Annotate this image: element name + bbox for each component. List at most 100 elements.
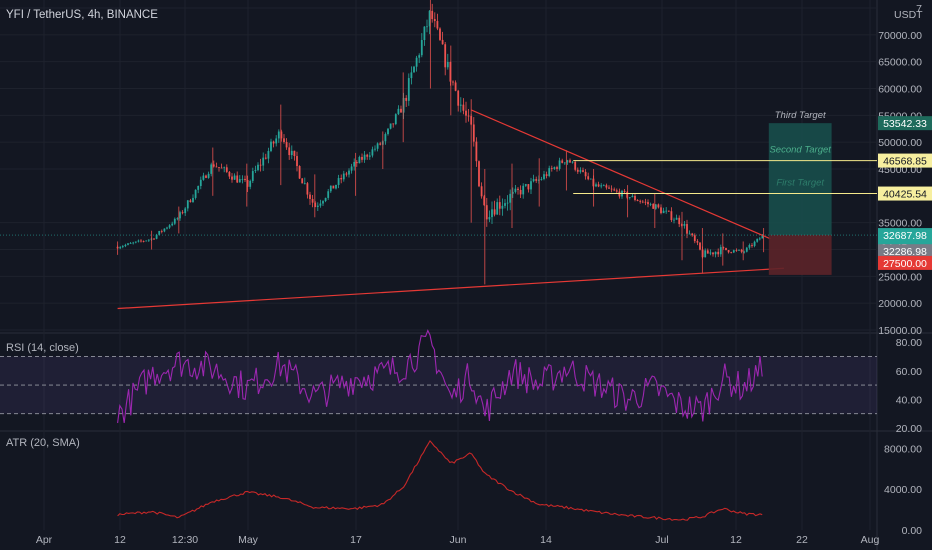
candle-body	[179, 212, 181, 219]
candle-body	[480, 186, 483, 197]
candle-body	[379, 143, 382, 145]
candle-body	[727, 250, 730, 253]
candle-body	[589, 178, 592, 180]
candle-body	[410, 72, 413, 79]
candle-body	[446, 62, 449, 68]
candle-body	[249, 180, 252, 187]
candle-body	[394, 114, 397, 125]
candle-body	[316, 205, 319, 207]
x-tick-label: 14	[540, 534, 552, 546]
candle-body	[675, 217, 678, 220]
candle-body	[348, 170, 350, 175]
candle-body	[366, 154, 369, 157]
candle-body	[350, 166, 353, 171]
candle-body	[462, 104, 465, 111]
target-price-tag	[878, 186, 932, 201]
candle-body	[514, 188, 517, 192]
target-annotation: Second Target	[769, 145, 831, 156]
currency-label: USDT	[894, 9, 923, 21]
candle-body	[745, 247, 748, 252]
x-tick-label: Apr	[36, 534, 53, 546]
candle-body	[225, 167, 228, 172]
candle-body	[530, 181, 532, 190]
candle-body	[457, 90, 460, 106]
candle-body	[210, 164, 213, 174]
price-tick-label: 7	[916, 3, 922, 15]
candle-body	[667, 210, 670, 212]
target-price-tag-text: 53542.33	[883, 118, 927, 130]
candle-body	[322, 201, 324, 204]
candle-body	[420, 40, 423, 56]
candle-body	[535, 179, 538, 181]
candle-body	[166, 227, 168, 229]
candle-body	[290, 150, 293, 156]
trendline[interactable]	[117, 267, 785, 310]
candle-body	[345, 173, 348, 175]
stop-price-tag	[878, 255, 932, 270]
candle-body	[748, 245, 751, 248]
candle-body	[660, 207, 662, 214]
target-zone[interactable]	[768, 123, 832, 236]
candle-body	[454, 82, 457, 91]
trendline[interactable]	[470, 109, 771, 240]
candle-body	[199, 179, 202, 187]
x-tick-label: Aug	[861, 534, 880, 546]
atr-pane[interactable]	[117, 439, 763, 521]
candle-body	[309, 194, 311, 200]
candle-body	[301, 178, 304, 184]
candle-body	[368, 155, 371, 157]
candle-body	[184, 208, 187, 214]
candle-body	[758, 238, 761, 240]
target-price-tag	[878, 116, 932, 131]
candle-body	[124, 244, 127, 247]
candle-body	[387, 128, 389, 135]
candle-body	[384, 134, 387, 142]
candle-body	[259, 164, 262, 166]
candle-body	[657, 204, 660, 208]
candle-body	[639, 200, 642, 202]
candle-body	[241, 178, 244, 180]
candle-body	[389, 123, 392, 129]
stop-zone[interactable]	[768, 235, 832, 275]
candle-body	[730, 252, 733, 254]
candle-body	[574, 161, 577, 170]
candle-body	[415, 57, 418, 67]
candle-body	[223, 167, 226, 169]
entry-price-tag	[878, 244, 932, 259]
candle-body	[319, 203, 322, 206]
candle-body	[493, 209, 496, 215]
candle-body	[615, 190, 618, 192]
candle-body	[511, 191, 514, 194]
candle-body	[275, 138, 278, 144]
candle-body	[332, 185, 335, 189]
candle-body	[693, 235, 696, 242]
candle-body	[532, 179, 535, 182]
candle-body	[472, 124, 475, 142]
rsi-tick-label: 20.00	[896, 423, 922, 435]
price-tick-label: 35000.00	[878, 218, 922, 230]
candle-body	[244, 178, 246, 180]
candle-body	[288, 147, 291, 156]
candle-body	[631, 195, 634, 198]
x-tick-label: 12	[730, 534, 742, 546]
candle-body	[192, 197, 194, 203]
candle-body	[714, 251, 717, 255]
candle-body	[254, 170, 257, 172]
entry-price-text: 32286.98	[883, 246, 927, 258]
candle-body	[220, 167, 223, 169]
candle-body	[548, 168, 551, 176]
candle-body	[595, 184, 597, 187]
candle-body	[488, 217, 491, 220]
atr-title: ATR (20, SMA)	[6, 437, 80, 449]
candle-body	[485, 205, 488, 220]
candle-body	[613, 189, 616, 191]
price-pane[interactable]: Third Target Second Target First Target	[0, 0, 877, 310]
candle-body	[582, 170, 584, 172]
candle-body	[634, 195, 636, 201]
target-annotation: Third Target	[775, 110, 826, 121]
rsi-pane[interactable]	[0, 329, 877, 424]
candle-body	[561, 160, 564, 163]
candle-body	[329, 185, 332, 192]
price-tick-label: 25000.00	[878, 271, 922, 283]
